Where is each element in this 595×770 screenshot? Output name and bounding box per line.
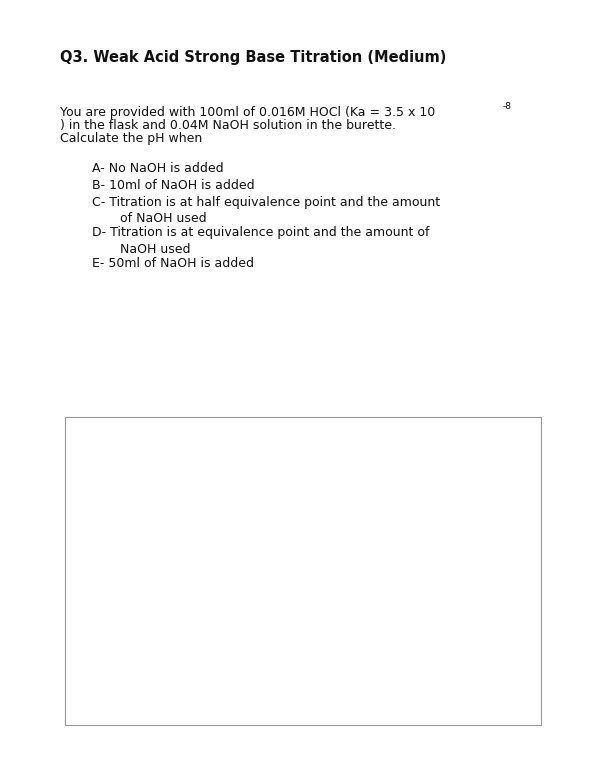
Text: You are provided with 100ml of 0.016M HOCl (Ka = 3.5 x 10: You are provided with 100ml of 0.016M HO… [60,106,435,119]
Text: E- 50ml of NaOH is added: E- 50ml of NaOH is added [92,257,254,270]
Text: ) in the flask and 0.04M NaOH solution in the burette.: ) in the flask and 0.04M NaOH solution i… [60,119,396,132]
Text: C- Titration is at half equivalence point and the amount
       of NaOH used: C- Titration is at half equivalence poin… [92,196,440,225]
Text: A- No NaOH is added: A- No NaOH is added [92,162,224,175]
Text: D- Titration is at equivalence point and the amount of
       NaOH used: D- Titration is at equivalence point and… [92,226,430,256]
X-axis label: Volume of NaOH added (ml): Volume of NaOH added (ml) [235,698,409,708]
Y-axis label: pH: pH [79,549,89,567]
Text: B- 10ml of NaOH is added: B- 10ml of NaOH is added [92,179,255,192]
Text: Calculate the pH when: Calculate the pH when [60,132,202,146]
Text: Q3. Weak Acid Strong Base Titration (Medium): Q3. Weak Acid Strong Base Titration (Med… [60,50,446,65]
Text: -8: -8 [503,102,512,111]
